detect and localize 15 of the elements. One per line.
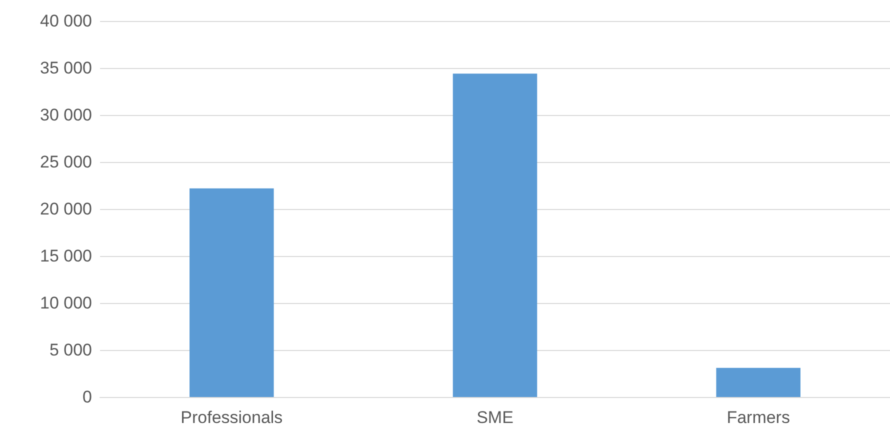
x-tick-label: Farmers <box>726 408 790 427</box>
y-tick-label: 35 000 <box>40 58 92 78</box>
bar <box>716 368 800 397</box>
y-tick-label: 25 000 <box>40 152 92 172</box>
y-tick-label: 0 <box>82 388 92 406</box>
y-tick-label: 20 000 <box>40 200 92 218</box>
bar <box>452 74 538 397</box>
y-tick-label: 30 000 <box>40 106 92 124</box>
x-tick-label: Professionals <box>180 408 283 427</box>
y-tick-label: 40 000 <box>40 12 92 30</box>
y-tick-label: 10 000 <box>40 294 92 312</box>
y-tick-label: 15 000 <box>40 246 92 266</box>
bar <box>190 188 274 397</box>
x-tick-label: SME <box>476 408 514 427</box>
y-tick-label: 5 000 <box>49 340 92 360</box>
